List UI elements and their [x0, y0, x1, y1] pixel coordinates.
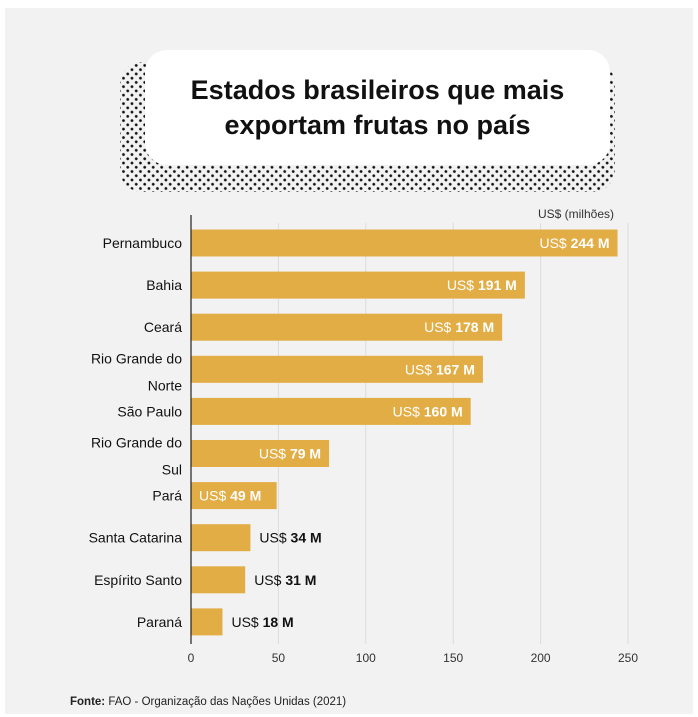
value-label-4: US$ 160 M	[393, 403, 463, 419]
category-label-1: Bahia	[146, 277, 182, 293]
value-label-0: US$ 244 M	[539, 235, 609, 251]
value-label-3: US$ 167 M	[405, 361, 475, 377]
infographic: Estados brasileiros que mais exportam fr…	[5, 8, 693, 714]
bar-7	[191, 524, 251, 552]
title-block: Estados brasileiros que mais exportam fr…	[115, 40, 615, 200]
category-label-4: São Paulo	[117, 403, 182, 419]
x-tick-label-0: 0	[188, 651, 195, 665]
value-label-5: US$ 79 M	[259, 446, 321, 462]
bar-6	[191, 482, 277, 510]
bar-chart: US$ (milhões) Pernambuco US$ 244 M Bahia US$…	[89, 208, 639, 665]
value-label-9: US$ 18 M	[231, 614, 293, 630]
value-label-7: US$ 34 M	[259, 530, 321, 546]
category-label-9: Paraná	[137, 614, 182, 630]
bar-0	[191, 229, 618, 257]
bar-8	[191, 566, 246, 594]
unit-label: US$ (milhões)	[538, 208, 614, 221]
bar-9	[191, 608, 223, 636]
source-text: FAO - Organização das Nações Unidas (202…	[108, 696, 347, 708]
category-label-3: Rio Grande do Norte	[91, 350, 182, 393]
bar-4	[191, 397, 471, 425]
category-label-2: Ceará	[144, 319, 182, 335]
source-note: Fonte: FAO - Organização das Nações Unid…	[70, 696, 346, 708]
category-label-6: Pará	[152, 488, 182, 504]
title-card: Estados brasileiros que mais exportam fr…	[145, 50, 610, 165]
value-label-2: US$ 178 M	[424, 319, 494, 335]
category-label-0: Pernambuco	[103, 235, 183, 251]
category-label-5: Rio Grande do Sul	[91, 435, 182, 478]
bar-1	[191, 271, 525, 299]
category-label-7: Santa Catarina	[89, 530, 183, 546]
category-label-8: Espírito Santo	[94, 572, 182, 588]
x-tick-label-200: 200	[531, 651, 551, 665]
value-label-8: US$ 31 M	[254, 572, 316, 588]
x-tick-label-250: 250	[618, 651, 638, 665]
value-label-1: US$ 191 M	[447, 277, 517, 293]
x-tick-label-150: 150	[443, 651, 463, 665]
chart-title: Estados brasileiros que mais exportam fr…	[190, 74, 565, 140]
bar-5	[191, 440, 330, 467]
value-label-6: US$ 49 M	[199, 488, 261, 504]
x-tick-label-100: 100	[356, 651, 376, 665]
bar-3	[191, 355, 483, 383]
bar-2	[191, 313, 503, 341]
x-tick-label-50: 50	[272, 651, 286, 665]
source-label: Fonte:	[70, 696, 106, 708]
